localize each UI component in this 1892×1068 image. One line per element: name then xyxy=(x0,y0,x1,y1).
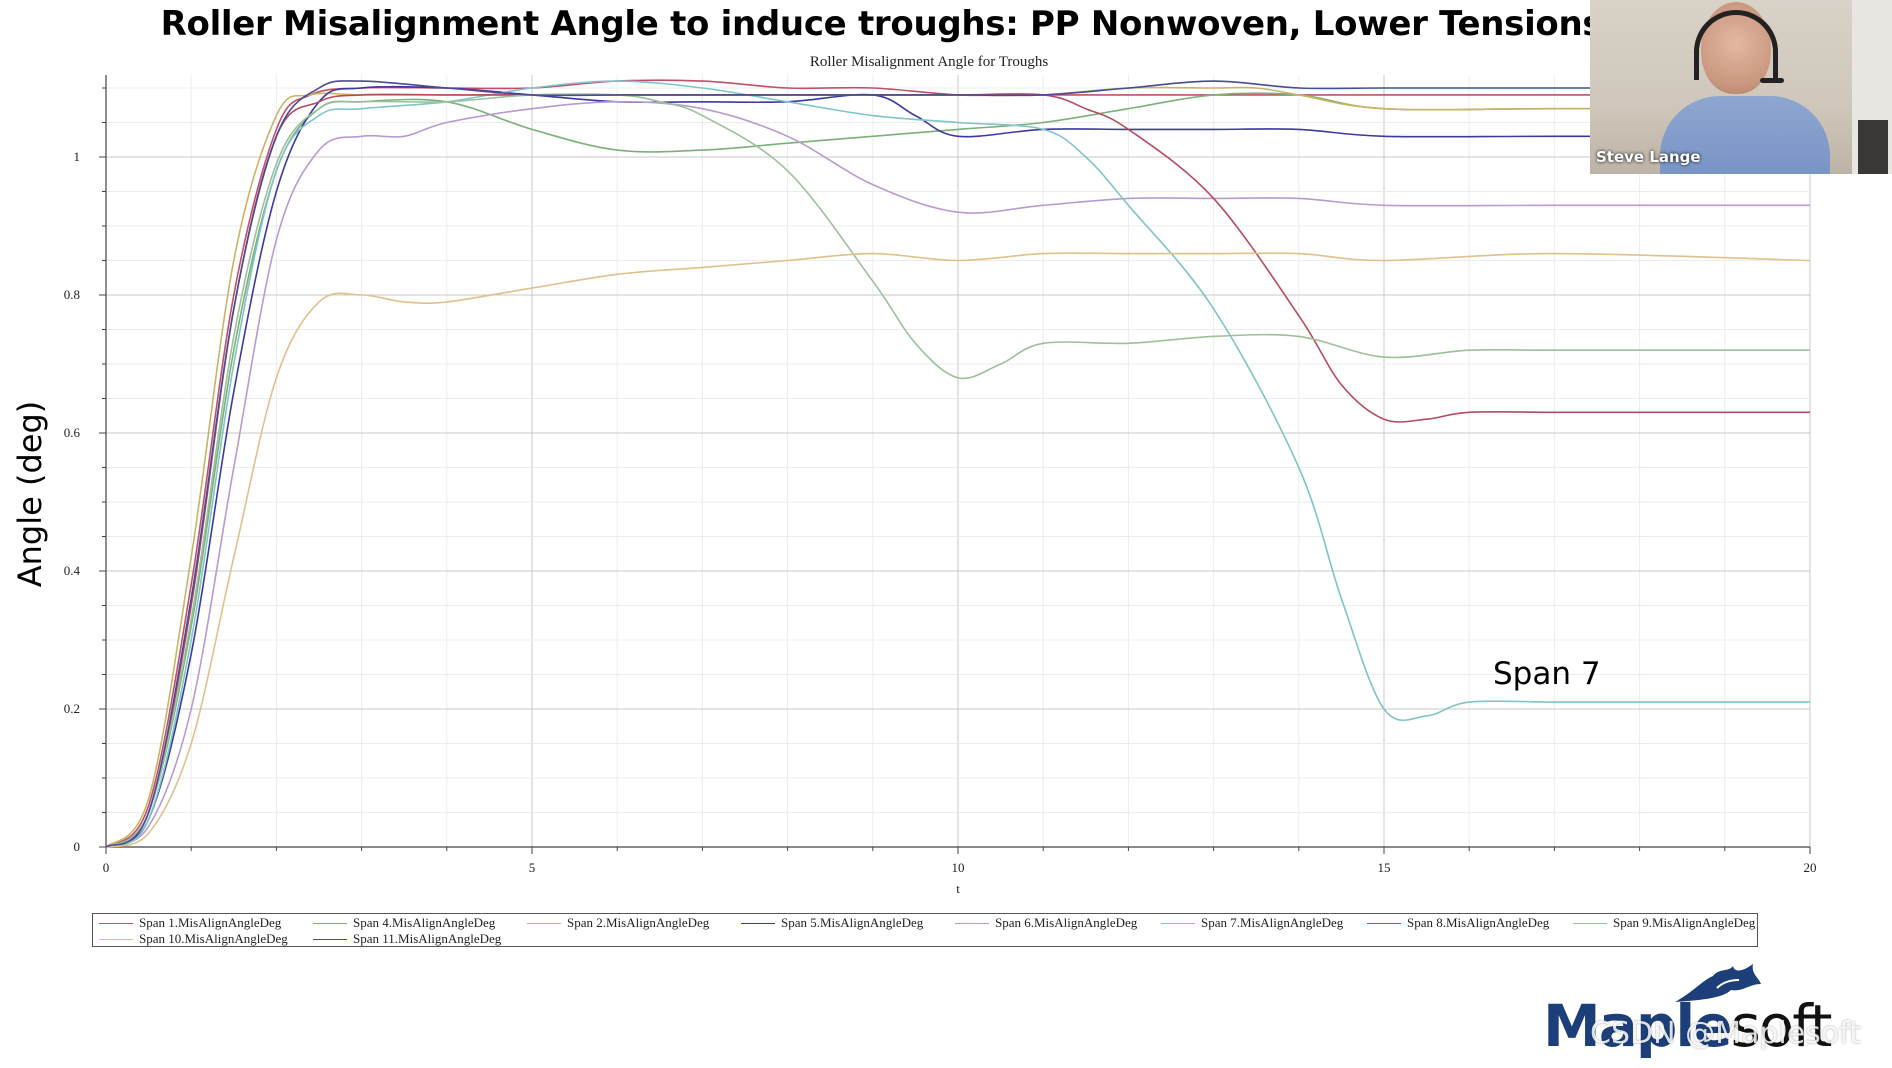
x-axis-label: t xyxy=(956,881,960,896)
legend-swatch xyxy=(1573,922,1607,924)
series-line-6 xyxy=(105,80,1810,848)
legend-label: Span 10.MisAlignAngleDeg xyxy=(139,931,288,946)
legend-swatch xyxy=(1367,922,1401,924)
axes-layer xyxy=(99,75,1811,854)
x-tick-label: 0 xyxy=(103,860,110,875)
legend-entry: Span 7.MisAlignAngleDeg xyxy=(1161,915,1343,931)
grid-layer xyxy=(105,75,1811,848)
legend-swatch xyxy=(99,938,133,940)
series-line-1 xyxy=(105,79,1810,848)
legend-label: Span 8.MisAlignAngleDeg xyxy=(1407,915,1550,930)
y-tick-label: 0.8 xyxy=(64,287,80,302)
legend-label: Span 9.MisAlignAngleDeg xyxy=(1613,915,1756,930)
participant-name: Steve Lange xyxy=(1596,148,1701,166)
legend-label: Span 1.MisAlignAngleDeg xyxy=(139,915,282,930)
legend-swatch xyxy=(1161,922,1195,924)
legend-swatch xyxy=(313,938,347,940)
watermark: CSDN @Maplesoft xyxy=(1590,1016,1861,1051)
brand-wordmark-soft: soft xyxy=(1730,992,1833,1060)
legend-entry: Span 5.MisAlignAngleDeg xyxy=(741,915,923,931)
y-tick-label: 1 xyxy=(74,149,81,164)
maplesoft-logo: Maplesoft xyxy=(1543,962,1832,1062)
legend-label: Span 2.MisAlignAngleDeg xyxy=(567,915,710,930)
series-line-10 xyxy=(105,80,1810,848)
x-tick-label: 10 xyxy=(952,860,965,875)
legend-swatch xyxy=(955,922,989,924)
legend-entry: Span 2.MisAlignAngleDeg xyxy=(527,915,709,931)
legend-entry: Span 6.MisAlignAngleDeg xyxy=(955,915,1137,931)
series-line-2 xyxy=(105,92,1810,848)
microphone-icon xyxy=(1760,78,1784,83)
x-tick-label: 5 xyxy=(529,860,536,875)
y-tick-label: 0.2 xyxy=(64,701,80,716)
y-tick-label: 0.4 xyxy=(64,563,81,578)
headset-icon xyxy=(1694,10,1778,80)
legend-swatch xyxy=(741,922,775,924)
legend-label: Span 4.MisAlignAngleDeg xyxy=(353,915,496,930)
x-tick-label: 15 xyxy=(1378,860,1391,875)
maple-leaf-icon xyxy=(1675,964,1761,1002)
legend-entry: Span 11.MisAlignAngleDeg xyxy=(313,931,501,947)
legend-entry: Span 4.MisAlignAngleDeg xyxy=(313,915,495,931)
series-line-8 xyxy=(105,93,1810,848)
presenter-body xyxy=(1660,96,1830,174)
slide-title: Roller Misalignment Angle to induce trou… xyxy=(160,4,1603,44)
series-layer xyxy=(105,79,1811,848)
span-7-annotation: Span 7 xyxy=(1493,656,1601,692)
y-tick-label: 0.6 xyxy=(64,425,81,440)
legend-entry: Span 1.MisAlignAngleDeg xyxy=(99,915,281,931)
chart-title: Roller Misalignment Angle for Troughs xyxy=(809,54,1049,70)
brand-wordmark-maple: Maple xyxy=(1543,992,1733,1060)
y-tick-label: 0 xyxy=(74,839,81,854)
legend-swatch xyxy=(313,922,347,924)
webcam-overlay: Steve Lange xyxy=(1590,0,1892,174)
chart-legend: Span 1.MisAlignAngleDeg Span 4.MisAlignAn… xyxy=(92,913,1758,947)
legend-label: Span 11.MisAlignAngleDeg xyxy=(353,931,502,946)
labels-layer: 0 5 10 15 20 t 0 0.2 0.4 0.6 0.8 1 xyxy=(64,149,1817,896)
legend-swatch xyxy=(527,922,561,924)
legend-label: Span 6.MisAlignAngleDeg xyxy=(995,915,1138,930)
legend-entry: Span 10.MisAlignAngleDeg xyxy=(99,931,288,947)
legend-label: Span 7.MisAlignAngleDeg xyxy=(1201,915,1344,930)
legend-swatch xyxy=(99,922,133,924)
legend-label: Span 5.MisAlignAngleDeg xyxy=(781,915,924,930)
webcam-shelf xyxy=(1858,120,1888,174)
x-tick-label: 20 xyxy=(1804,860,1817,875)
legend-entry: Span 8.MisAlignAngleDeg xyxy=(1367,915,1549,931)
series-line-4 xyxy=(105,85,1810,848)
series-line-9 xyxy=(105,252,1811,848)
brand-wordmark: Maplesoft xyxy=(1543,992,1833,1060)
chart: 0 5 10 15 20 t 0 0.2 0.4 0.6 0.8 1 xyxy=(64,75,1817,896)
legend-entry: Span 9.MisAlignAngleDeg xyxy=(1573,915,1755,931)
